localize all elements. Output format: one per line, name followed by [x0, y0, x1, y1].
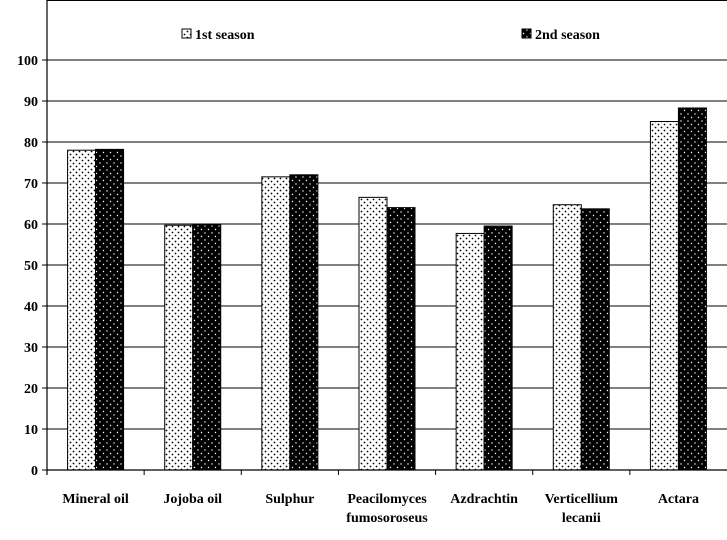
y-tick-label: 40 [24, 300, 38, 315]
legend: 1st season 2nd season [181, 28, 600, 43]
x-tick-label: Sulphur [265, 492, 314, 507]
x-tick-label: Actara [658, 492, 699, 507]
bar [455, 232, 485, 471]
legend-label: 1st season [195, 28, 255, 43]
bar [386, 207, 416, 471]
x-tick-label: Jojoba oil [163, 492, 222, 507]
axes [46, 0, 727, 475]
legend-label: 2nd season [535, 28, 600, 43]
y-tick-label: 50 [24, 259, 38, 274]
x-tick-label: Verticellium [545, 492, 619, 507]
bar [580, 208, 610, 471]
x-axis-labels: Mineral oil Jojoba oil Sulphur Peacilomyces… [62, 470, 699, 526]
y-tick-label: 0 [31, 464, 38, 479]
bar [261, 176, 291, 471]
y-tick-label: 10 [24, 423, 38, 438]
y-tick-label: 30 [24, 341, 38, 356]
y-tick-label: 90 [24, 95, 38, 110]
bar [358, 196, 388, 471]
y-tick-label: 80 [24, 136, 38, 151]
legend-swatch [521, 28, 532, 39]
y-tick-label: 70 [24, 177, 38, 192]
bar [289, 174, 319, 471]
bar [552, 204, 582, 471]
bar [677, 107, 707, 471]
y-axis-ticks: 0 10 20 30 40 50 60 70 80 90 100 [17, 54, 47, 479]
bar [483, 225, 513, 471]
x-tick-label: Azdrachtin [450, 492, 518, 507]
y-tick-label: 20 [24, 382, 38, 397]
bar [67, 149, 97, 471]
bars [67, 107, 707, 471]
bar [95, 148, 125, 471]
x-tick-label: Mineral oil [62, 492, 129, 507]
y-tick-label: 100 [17, 54, 38, 69]
legend-swatch [181, 28, 192, 39]
y-tick-label: 60 [24, 218, 38, 233]
bar [164, 224, 194, 471]
x-tick-label: lecanii [562, 511, 601, 526]
x-tick-label: fumosoroseus [346, 511, 428, 526]
x-tick-label: Peacilomyces [347, 492, 427, 507]
bar [649, 121, 679, 471]
bar [192, 224, 222, 471]
